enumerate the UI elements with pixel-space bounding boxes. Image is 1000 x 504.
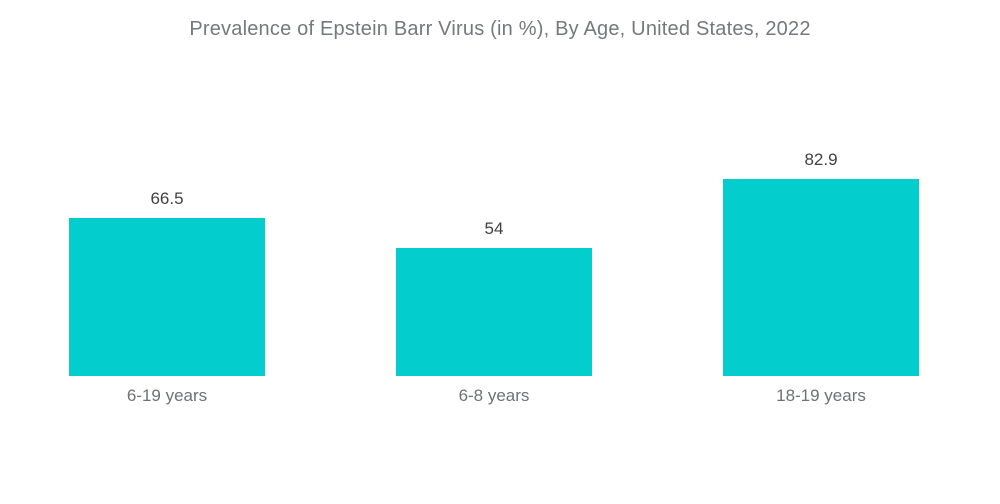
bar-category-label: 6-8 years (458, 386, 530, 405)
bar-category-label: 18-19 years (776, 386, 866, 405)
chart-title: Prevalence of Epstein Barr Virus (in %),… (189, 18, 811, 40)
bar (396, 247, 592, 376)
bar-value-label: 66.5 (150, 189, 184, 208)
bar-value-label: 82.9 (804, 150, 838, 169)
bar-column: 82.9 18-19 years (723, 140, 919, 406)
bar-value-label: 54 (484, 218, 504, 238)
bar (69, 218, 265, 376)
bar (723, 179, 919, 376)
bar-column: 54 6-8 years (396, 140, 592, 406)
bar-category-label: 6-19 years (126, 386, 208, 405)
bar-column: 66.5 6-19 years (69, 140, 265, 406)
chart-row: 66.5 6-19 years 54 6-8 years 82.9 18-19 … (69, 140, 919, 406)
